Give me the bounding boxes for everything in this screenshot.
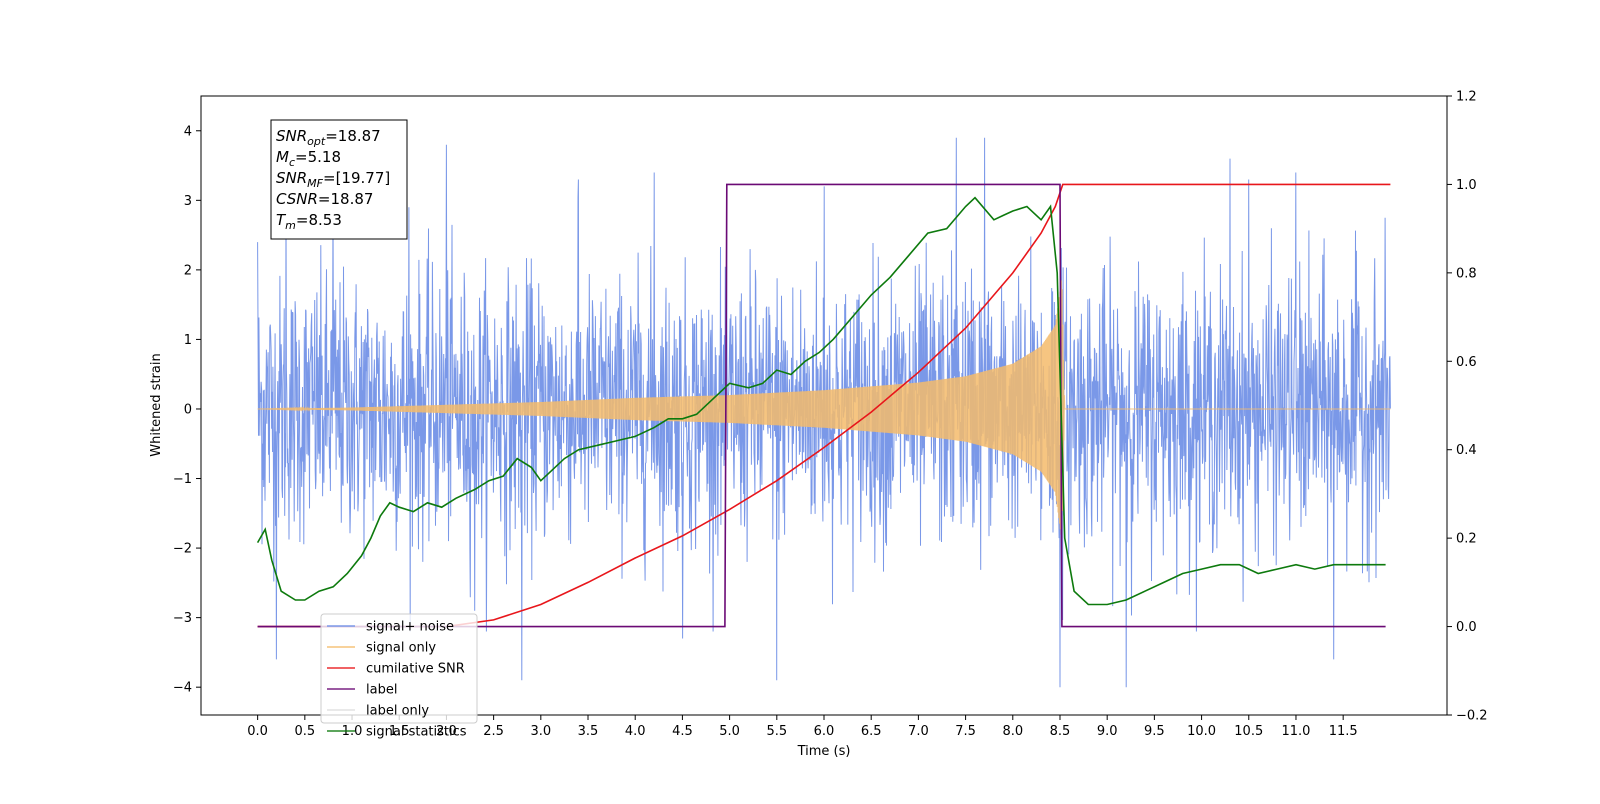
- x-tick-label: 3.5: [578, 724, 599, 739]
- info-annotation-box: SNRopt=18.87Mc=5.18SNRMF=[19.77]CSNR=18.…: [270, 119, 408, 240]
- x-tick-label: 2.0: [436, 724, 457, 739]
- info-line: SNRopt=18.87: [276, 127, 381, 148]
- y-tick-label-left: −2: [173, 542, 192, 557]
- info-line: Mc=5.18: [276, 148, 341, 169]
- x-tick-label: 1.5: [389, 724, 410, 739]
- info-line-value: =5.18: [295, 148, 341, 166]
- info-line-value: =18.87: [325, 127, 381, 145]
- x-tick-label: 4.5: [672, 724, 693, 739]
- info-line-symbol: SNR: [276, 127, 307, 145]
- y-tick-label-left: 3: [184, 194, 192, 209]
- y-tick-label-right: 1.0: [1456, 178, 1477, 193]
- x-tick-label: 8.0: [1002, 724, 1023, 739]
- x-tick-label: 11.5: [1329, 724, 1358, 739]
- info-line-subscript: m: [285, 219, 296, 232]
- legend-entry-label: signal+ noise: [366, 620, 454, 635]
- y-tick-label-left: 1: [184, 333, 192, 348]
- y-tick-label-left: 0: [184, 402, 192, 417]
- info-line-symbol: SNR: [276, 169, 307, 187]
- x-tick-label: 6.5: [861, 724, 882, 739]
- y-tick-label-left: −3: [173, 611, 192, 626]
- info-line-symbol: CSNR: [276, 190, 318, 208]
- x-tick-label: 0.5: [294, 724, 315, 739]
- x-tick-label: 10.0: [1187, 724, 1216, 739]
- y-tick-label-right: 0.4: [1456, 443, 1477, 458]
- info-line: SNRMF=[19.77]: [276, 169, 390, 190]
- info-line-value: =8.53: [296, 211, 342, 229]
- info-line-symbol: M: [276, 148, 289, 166]
- x-axis: 0.0 0.5 1.0 1.5 2.0 2.5 3.0 3.5 4.0 4.5 5.0 5.5 6.0 6…: [247, 715, 1358, 739]
- y-tick-label-right: 0.6: [1456, 355, 1477, 370]
- y-tick-label-right: 0.0: [1456, 620, 1477, 635]
- x-tick-label: 5.0: [719, 724, 740, 739]
- x-tick-label: 9.0: [1097, 724, 1118, 739]
- series-signal-noise-line: [257, 137, 1391, 688]
- x-tick-label: 9.5: [1144, 724, 1165, 739]
- info-line-subscript: opt: [307, 135, 326, 148]
- legend-frame: [320, 613, 478, 724]
- x-tick-label: 6.0: [814, 724, 835, 739]
- x-tick-label: 0.0: [247, 724, 268, 739]
- y-tick-label-right: 0.8: [1456, 266, 1477, 281]
- series-signal-statistics-line: [256, 196, 1386, 606]
- y-axis-right: −0.2 0.0 0.2 0.4 0.6 0.8 1.0 1.2: [1447, 90, 1488, 724]
- x-tick-label: 2.5: [483, 724, 504, 739]
- x-tick-label: 8.5: [1050, 724, 1071, 739]
- legend-entry-label: cumilative SNR: [366, 662, 465, 677]
- info-line-symbol: T: [276, 211, 287, 229]
- y-tick-label-right: −0.2: [1456, 709, 1488, 724]
- info-line: CSNR=18.87: [276, 190, 373, 208]
- series-label-line: [257, 183, 1386, 628]
- legend-entry-label: label only: [366, 704, 429, 719]
- x-tick-label: 5.5: [766, 724, 787, 739]
- legend: signal+ noise signal only cumilative SNR la…: [320, 613, 478, 740]
- x-axis-label: Time (s): [797, 744, 851, 759]
- x-tick-label: 7.0: [908, 724, 929, 739]
- y-tick-label-left: 4: [184, 124, 192, 139]
- x-tick-label: 11.0: [1281, 724, 1310, 739]
- series-signal-only-line: [257, 280, 1391, 541]
- series-cumulative-snr-line: [257, 183, 1391, 628]
- plot-area: [256, 137, 1391, 688]
- y-axis-label-left: Whitened strain: [149, 353, 164, 456]
- y-tick-label-right: 1.2: [1456, 90, 1477, 105]
- legend-entry-label: signal only: [366, 641, 436, 656]
- info-line-subscript: MF: [307, 177, 323, 190]
- x-tick-label: 7.5: [955, 724, 976, 739]
- legend-entry-label: signal statistics: [366, 725, 467, 740]
- x-tick-label: 10.5: [1234, 724, 1263, 739]
- info-line-subscript: c: [289, 156, 295, 169]
- info-line-value: =18.87: [318, 190, 374, 208]
- info-line: Tm=8.53: [276, 211, 342, 232]
- legend-entry-label: label: [366, 683, 397, 698]
- y-tick-label-left: 2: [184, 263, 192, 278]
- info-box-frame: [270, 119, 408, 240]
- x-tick-label: 4.0: [625, 724, 646, 739]
- y-tick-label-left: −1: [173, 472, 192, 487]
- info-line-value: =[19.77]: [323, 169, 390, 187]
- y-tick-label-left: −4: [173, 681, 192, 696]
- y-tick-label-right: 0.2: [1456, 532, 1477, 547]
- x-tick-label: 3.0: [530, 724, 551, 739]
- y-axis-left: −4 −3 −2 −1 0 1 2 3 4: [173, 124, 201, 696]
